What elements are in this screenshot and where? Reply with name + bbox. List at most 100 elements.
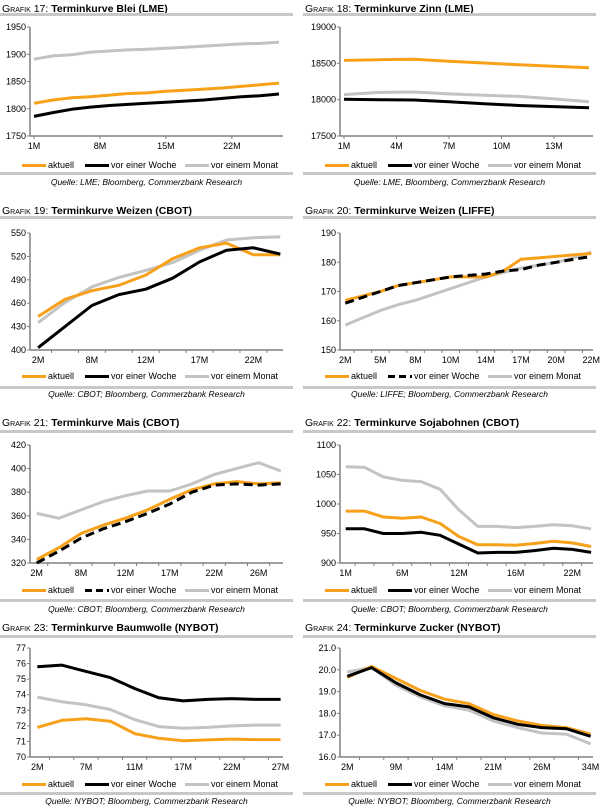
line-chart: 320 340 360 380 400 420 2M 8M 12M 17M 22M 26M bbox=[11, 440, 283, 578]
y-tick-label: 1050 bbox=[316, 470, 336, 480]
x-tick-label: 26M bbox=[250, 568, 268, 578]
x-tick-label: 22M bbox=[205, 568, 223, 578]
x-tick-label: 8M bbox=[94, 141, 107, 151]
series-line-vor-einer-woche bbox=[37, 246, 281, 349]
series-line-vor-einer-woche bbox=[345, 527, 592, 555]
series-line-aktuell bbox=[35, 480, 281, 561]
legend-label: vor einer Woche bbox=[414, 585, 480, 595]
y-tick-label: 19000 bbox=[311, 22, 336, 32]
line-chart: 400 430 460 490 520 550 2M 8M 12M 17M 22M bbox=[11, 228, 283, 365]
divider bbox=[303, 635, 596, 638]
chart-number: Grafik 18: bbox=[305, 3, 352, 15]
y-tick-label: 20.0 bbox=[318, 665, 336, 675]
legend-label: aktuell bbox=[351, 779, 378, 789]
legend-label: vor einem Monat bbox=[514, 585, 582, 595]
chart-title-text: Terminkurve Zinn (LME) bbox=[354, 3, 474, 15]
x-tick-label: 15M bbox=[157, 141, 175, 151]
chart-number: Grafik 21: bbox=[2, 417, 49, 429]
x-tick-label: 8M bbox=[409, 355, 422, 365]
chart-number: Grafik 23: bbox=[2, 622, 49, 634]
legend-swatch bbox=[22, 164, 46, 167]
series-line-vor-einem-monat bbox=[344, 250, 592, 327]
line-chart: 150 160 170 180 190 2M 5M 8M 10M 14M 17M 20M 22M bbox=[321, 228, 600, 365]
chart-title: Grafik 22: Terminkurve Sojabohnen (CBOT) bbox=[305, 417, 519, 429]
y-tick-label: 18.0 bbox=[318, 708, 336, 718]
y-tick-label: 16.0 bbox=[318, 752, 336, 762]
series-line-aktuell bbox=[346, 665, 591, 736]
y-tick-label: 72 bbox=[16, 721, 26, 731]
series-line-aktuell bbox=[36, 717, 281, 743]
line-chart: 16.0 17.0 18.0 19.0 20.0 21.0 2M 9M 14M 21M 26M 34M bbox=[318, 643, 599, 772]
y-tick-label: 73 bbox=[16, 705, 26, 715]
divider bbox=[0, 792, 293, 795]
divider bbox=[303, 216, 596, 219]
x-tick-label: 14M bbox=[436, 762, 454, 772]
divider bbox=[303, 599, 596, 602]
y-tick-label: 17500 bbox=[311, 131, 336, 141]
x-tick-label: 20M bbox=[547, 355, 565, 365]
legend-label: vor einem Monat bbox=[211, 371, 279, 381]
y-tick-label: 320 bbox=[11, 558, 26, 568]
chart-panel: Grafik 18: Terminkurve Zinn (LME) 17500 18… bbox=[303, 0, 600, 189]
chart-source: Quelle: CBOT; Bloomberg, Commerzbank Res… bbox=[48, 389, 245, 399]
x-tick-label: 6M bbox=[396, 568, 409, 578]
chart-panel: Grafik 20: Terminkurve Weizen (LIFFE) 150… bbox=[303, 203, 600, 401]
x-tick-label: 9M bbox=[390, 762, 403, 772]
y-tick-label: 950 bbox=[321, 529, 336, 539]
chart-title: Grafik 20: Terminkurve Weizen (LIFFE) bbox=[305, 205, 494, 217]
legend-label: aktuell bbox=[48, 585, 75, 595]
legend-swatch bbox=[488, 375, 512, 378]
y-tick-label: 77 bbox=[16, 643, 26, 653]
y-tick-label: 74 bbox=[16, 690, 26, 700]
x-tick-label: 14M bbox=[477, 355, 495, 365]
legend-swatch bbox=[325, 164, 349, 167]
legend-label: aktuell bbox=[351, 585, 378, 595]
legend-label: vor einer Woche bbox=[414, 779, 480, 789]
y-tick-label: 1800 bbox=[6, 104, 26, 114]
legend-label: vor einem Monat bbox=[514, 160, 582, 170]
divider bbox=[0, 599, 293, 602]
x-tick-label: 8M bbox=[86, 355, 99, 365]
chart-source: Quelle: LIFFE; Bloomberg, Commerzbank Re… bbox=[351, 389, 548, 399]
y-tick-label: 70 bbox=[16, 752, 26, 762]
x-tick-label: 17M bbox=[161, 568, 179, 578]
chart-panel: Grafik 23: Terminkurve Baumwolle (NYBOT)… bbox=[0, 622, 297, 808]
y-tick-label: 520 bbox=[11, 251, 26, 261]
x-tick-label: 22M bbox=[582, 355, 600, 365]
series-line-vor-einem-monat bbox=[37, 695, 281, 730]
legend-label: vor einem Monat bbox=[514, 779, 582, 789]
x-tick-label: 2M bbox=[341, 762, 354, 772]
y-tick-label: 900 bbox=[321, 558, 336, 568]
legend-label: vor einem Monat bbox=[514, 371, 582, 381]
legend-swatch bbox=[325, 375, 349, 378]
x-tick-label: 26M bbox=[533, 762, 551, 772]
chart-title: Grafik 23: Terminkurve Baumwolle (NYBOT) bbox=[2, 622, 218, 634]
series-line-vor-einer-woche bbox=[33, 92, 280, 118]
divider bbox=[0, 386, 293, 389]
series-line-vor-einem-monat bbox=[33, 40, 280, 61]
chart-legend: aktuell vor einer Woche vor einem Monat bbox=[0, 159, 297, 171]
y-tick-label: 400 bbox=[11, 345, 26, 355]
x-tick-label: 8M bbox=[75, 568, 88, 578]
series-line-vor-einem-monat bbox=[343, 90, 590, 104]
y-tick-label: 360 bbox=[11, 511, 26, 521]
y-tick-label: 380 bbox=[11, 487, 26, 497]
legend-label: vor einer Woche bbox=[414, 160, 480, 170]
legend-swatch bbox=[388, 589, 412, 592]
legend-swatch bbox=[185, 164, 209, 167]
legend-swatch bbox=[325, 783, 349, 786]
line-chart: 17500 18000 18500 19000 1M 4M 7M 10M 13M bbox=[311, 22, 593, 151]
y-tick-label: 180 bbox=[321, 257, 336, 267]
divider bbox=[0, 430, 293, 433]
x-tick-label: 12M bbox=[137, 355, 155, 365]
chart-number: Grafik 17: bbox=[2, 3, 49, 15]
x-tick-label: 7M bbox=[80, 762, 93, 772]
chart-source: Quelle: NYBOT; Bloomberg, Commerzbank Re… bbox=[348, 796, 551, 806]
y-tick-label: 190 bbox=[321, 228, 336, 238]
y-tick-label: 400 bbox=[11, 464, 26, 474]
chart-title-text: Terminkurve Weizen (LIFFE) bbox=[354, 205, 495, 217]
chart-source: Quelle: LME; Bloomberg, Commerzbank Rese… bbox=[50, 177, 243, 187]
series-line-aktuell bbox=[345, 509, 592, 548]
chart-source: Quelle: CBOT; Bloomberg, Commerzbank Res… bbox=[48, 604, 245, 614]
y-tick-label: 460 bbox=[11, 298, 26, 308]
